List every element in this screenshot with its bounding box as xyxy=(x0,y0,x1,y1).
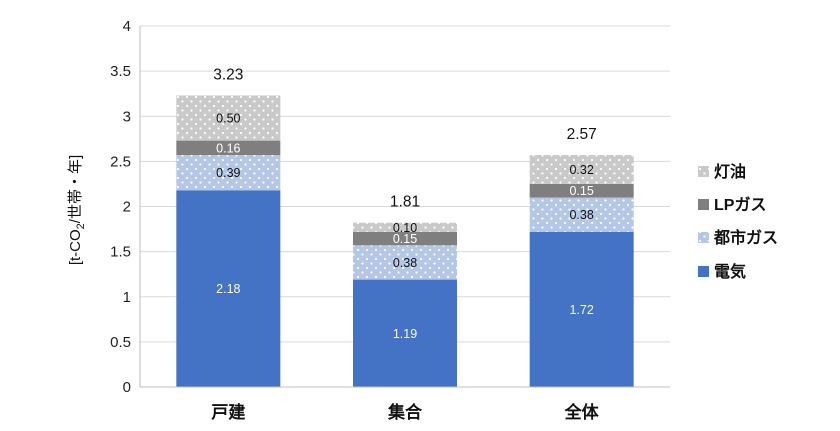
y-axis-label: [t-CO2/世帯・年] xyxy=(67,155,87,265)
bar-segment-electricity xyxy=(176,190,281,387)
legend-swatch-city-gas xyxy=(698,232,709,243)
x-axis-categories: 戸建 集合 全体 xyxy=(211,402,599,422)
bar-segment-kerosene xyxy=(353,222,457,232)
legend-label-electricity: 電気 xyxy=(714,262,746,281)
y-axis-ticks: 0 0.5 1 1.5 2 2.5 3 3.5 4 xyxy=(110,18,131,396)
y-axis-label-subscript: 2 xyxy=(75,223,87,229)
bar-segment-city-gas xyxy=(176,155,281,191)
bar-total-label: 3.23 xyxy=(213,66,243,83)
bar-segment-kerosene xyxy=(176,95,281,141)
segment-value-label: 0.50 xyxy=(216,112,240,126)
y-tick-label: 1 xyxy=(123,289,131,306)
legend-swatch-lp-gas xyxy=(698,199,709,210)
y-tick-label: 0 xyxy=(123,379,131,396)
bars: 2.180.390.160.503.231.190.380.150.101.81… xyxy=(176,66,634,387)
segment-value-label: 0.32 xyxy=(569,163,593,177)
y-tick-label: 1.5 xyxy=(110,244,131,261)
segment-value-label: 0.10 xyxy=(393,221,417,235)
legend-label-kerosene: 灯油 xyxy=(714,162,746,181)
bar-segment-city-gas xyxy=(353,245,457,280)
bar-total-label: 1.81 xyxy=(390,194,420,211)
x-category-label: 戸建 xyxy=(211,402,245,422)
y-axis-label-prefix: [t-CO xyxy=(67,229,84,265)
y-tick-label: 2.5 xyxy=(110,153,131,170)
y-tick-label: 0.5 xyxy=(110,334,131,351)
segment-value-label: 0.38 xyxy=(569,208,593,222)
legend-label-lp-gas: LPガス xyxy=(714,196,766,214)
y-tick-label: 3.5 xyxy=(110,63,131,80)
y-tick-label: 4 xyxy=(123,18,131,35)
segment-value-label: 2.18 xyxy=(216,282,240,296)
y-tick-label: 2 xyxy=(123,199,131,216)
y-tick-label: 3 xyxy=(123,108,131,125)
bar-segment-electricity xyxy=(529,231,634,387)
legend-label-city-gas: 都市ガス xyxy=(713,228,778,247)
y-axis-label-suffix: /世帯・年] xyxy=(67,155,84,223)
bar-segment-city-gas xyxy=(529,197,634,232)
bar-segment-lp-gas xyxy=(529,183,634,198)
bar-segment-lp-gas xyxy=(353,231,457,246)
bar-segment-kerosene xyxy=(529,155,634,184)
bar-total-label: 2.57 xyxy=(567,126,597,143)
x-category-label: 全体 xyxy=(564,402,600,422)
segment-value-label: 0.38 xyxy=(393,256,417,270)
axes xyxy=(139,26,670,388)
bar-segment-lp-gas xyxy=(176,140,281,156)
segment-value-label: 0.15 xyxy=(393,232,417,246)
segment-value-label: 0.15 xyxy=(569,184,593,198)
legend-swatch-kerosene xyxy=(698,166,709,177)
bar-segment-electricity xyxy=(353,279,457,387)
legend-swatch-electricity xyxy=(698,266,709,277)
segment-value-label: 0.16 xyxy=(216,141,240,155)
segment-value-label: 0.39 xyxy=(216,166,240,180)
segment-value-label: 1.72 xyxy=(569,303,593,317)
segment-value-label: 1.19 xyxy=(393,327,417,341)
x-category-label: 集合 xyxy=(387,402,423,422)
